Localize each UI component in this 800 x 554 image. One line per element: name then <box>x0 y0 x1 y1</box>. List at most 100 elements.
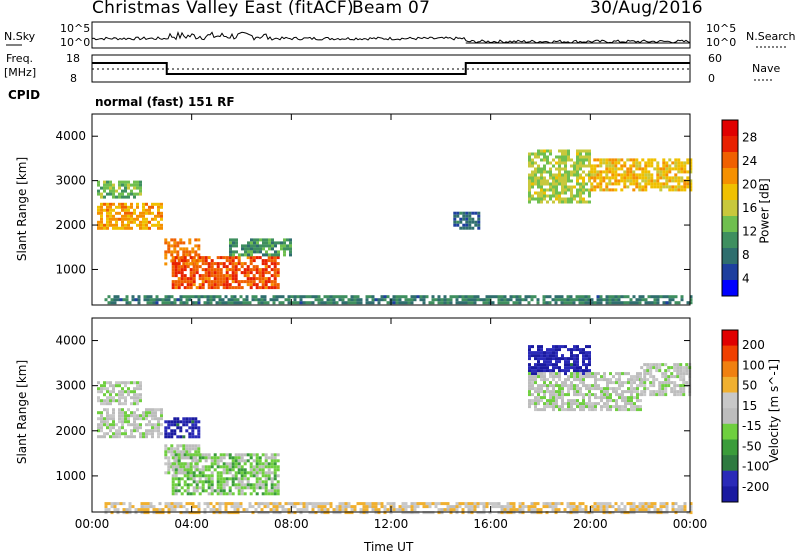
scatter-cell <box>344 508 348 512</box>
scatter-cell <box>515 301 519 305</box>
scatter-cell <box>118 390 121 394</box>
scatter-cell <box>177 459 181 463</box>
scatter-cell <box>210 271 214 275</box>
scatter-cell <box>543 375 546 379</box>
scatter-cell <box>567 357 570 361</box>
scatter-cell <box>618 408 621 412</box>
scatter-cell <box>198 492 202 496</box>
scatter-cell <box>552 345 555 349</box>
scatter-cell <box>579 158 582 162</box>
scatter-cell <box>576 188 579 192</box>
scatter-cell <box>653 508 657 512</box>
colorbar-swatch <box>722 200 738 217</box>
scatter-cell <box>271 238 274 242</box>
scatter-cell <box>167 426 171 430</box>
scatter-cell <box>404 502 408 506</box>
scatter-cell <box>673 363 677 367</box>
scatter-cell <box>189 456 193 460</box>
scatter-cell <box>537 164 540 168</box>
scatter-cell <box>682 387 686 391</box>
scatter-cell <box>182 301 186 305</box>
scatter-cell <box>278 502 282 506</box>
scatter-cell <box>167 511 171 515</box>
scatter-cell <box>276 268 280 272</box>
scatter-cell <box>587 511 591 515</box>
scatter-cell <box>593 173 597 177</box>
scatter-cell <box>647 511 651 515</box>
scatter-cell <box>164 426 168 430</box>
scatter-cell <box>198 468 202 472</box>
scatter-cell <box>644 173 648 177</box>
scatter-cell <box>543 149 546 153</box>
scatter-cell <box>262 241 265 245</box>
scatter-cell <box>116 502 120 506</box>
scatter-cell <box>588 390 591 394</box>
scatter-cell <box>470 505 474 509</box>
scatter-cell <box>653 502 657 506</box>
scatter-cell <box>689 164 693 168</box>
scatter-cell <box>605 158 609 162</box>
scatter-cell <box>531 173 534 177</box>
scatter-cell <box>164 450 168 454</box>
scatter-cell <box>573 194 576 198</box>
scatter-cell <box>593 301 597 305</box>
scatter-cell <box>584 295 588 299</box>
scatter-cell <box>261 280 265 284</box>
scatter-cell <box>531 194 534 198</box>
scatter-cell <box>270 283 274 287</box>
scatter-cell <box>588 149 591 153</box>
scatter-cell <box>341 295 345 299</box>
scatter-cell <box>289 253 292 257</box>
scatter-cell <box>151 435 154 439</box>
scatter-cell <box>210 265 214 269</box>
scatter-cell <box>567 185 570 189</box>
scatter-cell <box>564 378 567 382</box>
scatter-cell <box>257 505 261 509</box>
scatter-cell <box>275 508 279 512</box>
scatter-cell <box>179 468 183 472</box>
scatter-cell <box>174 486 178 490</box>
scatter-cell <box>145 435 148 439</box>
scatter-cell <box>237 486 241 490</box>
scatter-cell <box>576 375 579 379</box>
scatter-cell <box>118 217 121 221</box>
scatter-cell <box>582 158 585 162</box>
scatter-cell <box>482 298 486 302</box>
scatter-cell <box>149 295 153 299</box>
colorbar-frame <box>721 329 739 503</box>
scatter-cell <box>128 511 132 515</box>
scatter-cell <box>183 489 187 493</box>
scatter-cell <box>222 483 226 487</box>
scatter-cell <box>443 298 447 302</box>
scatter-cell <box>127 420 130 424</box>
scatter-cell <box>240 477 244 481</box>
nsearch-tick-bottom: 10^0 <box>706 36 737 49</box>
scatter-cell <box>118 411 121 415</box>
scatter-cell <box>636 396 639 400</box>
scatter-cell <box>546 348 549 352</box>
scatter-cell <box>125 298 129 302</box>
scatter-cell <box>148 205 151 209</box>
scatter-cell <box>171 468 175 472</box>
scatter-cell <box>240 271 244 275</box>
scatter-cell <box>236 298 240 302</box>
scatter-cell <box>249 256 253 260</box>
scatter-cell <box>356 502 360 506</box>
scatter-cell <box>597 378 600 382</box>
scatter-cell <box>273 465 277 469</box>
scatter-cell <box>600 378 603 382</box>
scatter-cell <box>653 505 657 509</box>
scatter-cell <box>440 502 444 506</box>
scatter-cell <box>198 471 202 475</box>
scatter-cell <box>464 502 468 506</box>
scatter-cell <box>683 182 687 186</box>
scatter-cell <box>188 238 192 242</box>
scatter-cell <box>561 179 564 183</box>
scatter-cell <box>398 508 402 512</box>
scatter-cell <box>164 447 168 451</box>
scatter-cell <box>174 465 178 469</box>
scatter-cell <box>124 432 127 436</box>
scatter-cell <box>528 375 531 379</box>
scatter-cell <box>239 505 243 509</box>
scatter-cell <box>174 468 178 472</box>
